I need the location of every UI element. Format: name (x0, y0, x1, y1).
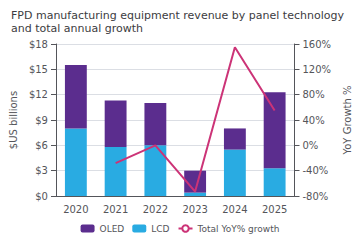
svg-text:$3: $3 (35, 165, 48, 176)
svg-text:2025: 2025 (262, 204, 287, 215)
svg-text:40%: 40% (303, 115, 325, 126)
svg-text:2024: 2024 (222, 204, 247, 215)
svg-text:OLED: OLED (100, 224, 125, 234)
svg-text:-40%: -40% (303, 165, 329, 176)
svg-text:$0: $0 (35, 191, 48, 202)
svg-text:80%: 80% (303, 89, 325, 100)
svg-text:0%: 0% (303, 140, 319, 151)
svg-text:$9: $9 (35, 115, 48, 126)
svg-text:YoY Growth %: YoY Growth % (342, 85, 353, 155)
svg-text:FPD manufacturing equipment re: FPD manufacturing equipment revenue by p… (11, 9, 347, 22)
svg-text:120%: 120% (303, 64, 332, 75)
svg-text:$18: $18 (29, 39, 48, 50)
svg-text:2020: 2020 (63, 204, 88, 215)
svg-text:LCD: LCD (151, 224, 169, 234)
svg-text:$12: $12 (29, 89, 48, 100)
svg-text:160%: 160% (303, 39, 332, 50)
svg-text:$6: $6 (35, 140, 48, 151)
svg-text:2022: 2022 (143, 204, 168, 215)
svg-text:-80%: -80% (303, 191, 329, 202)
svg-text:and total annual growth: and total annual growth (11, 22, 143, 35)
svg-text:$US billions: $US billions (8, 91, 19, 149)
svg-text:Total YoY% growth: Total YoY% growth (197, 224, 280, 234)
svg-text:$15: $15 (29, 64, 48, 75)
svg-text:2023: 2023 (182, 204, 207, 215)
svg-text:2021: 2021 (103, 204, 128, 215)
